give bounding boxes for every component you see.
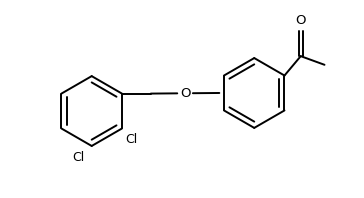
Text: O: O (296, 14, 306, 27)
Text: Cl: Cl (125, 133, 137, 146)
Text: O: O (180, 87, 190, 100)
Text: Cl: Cl (72, 151, 85, 164)
